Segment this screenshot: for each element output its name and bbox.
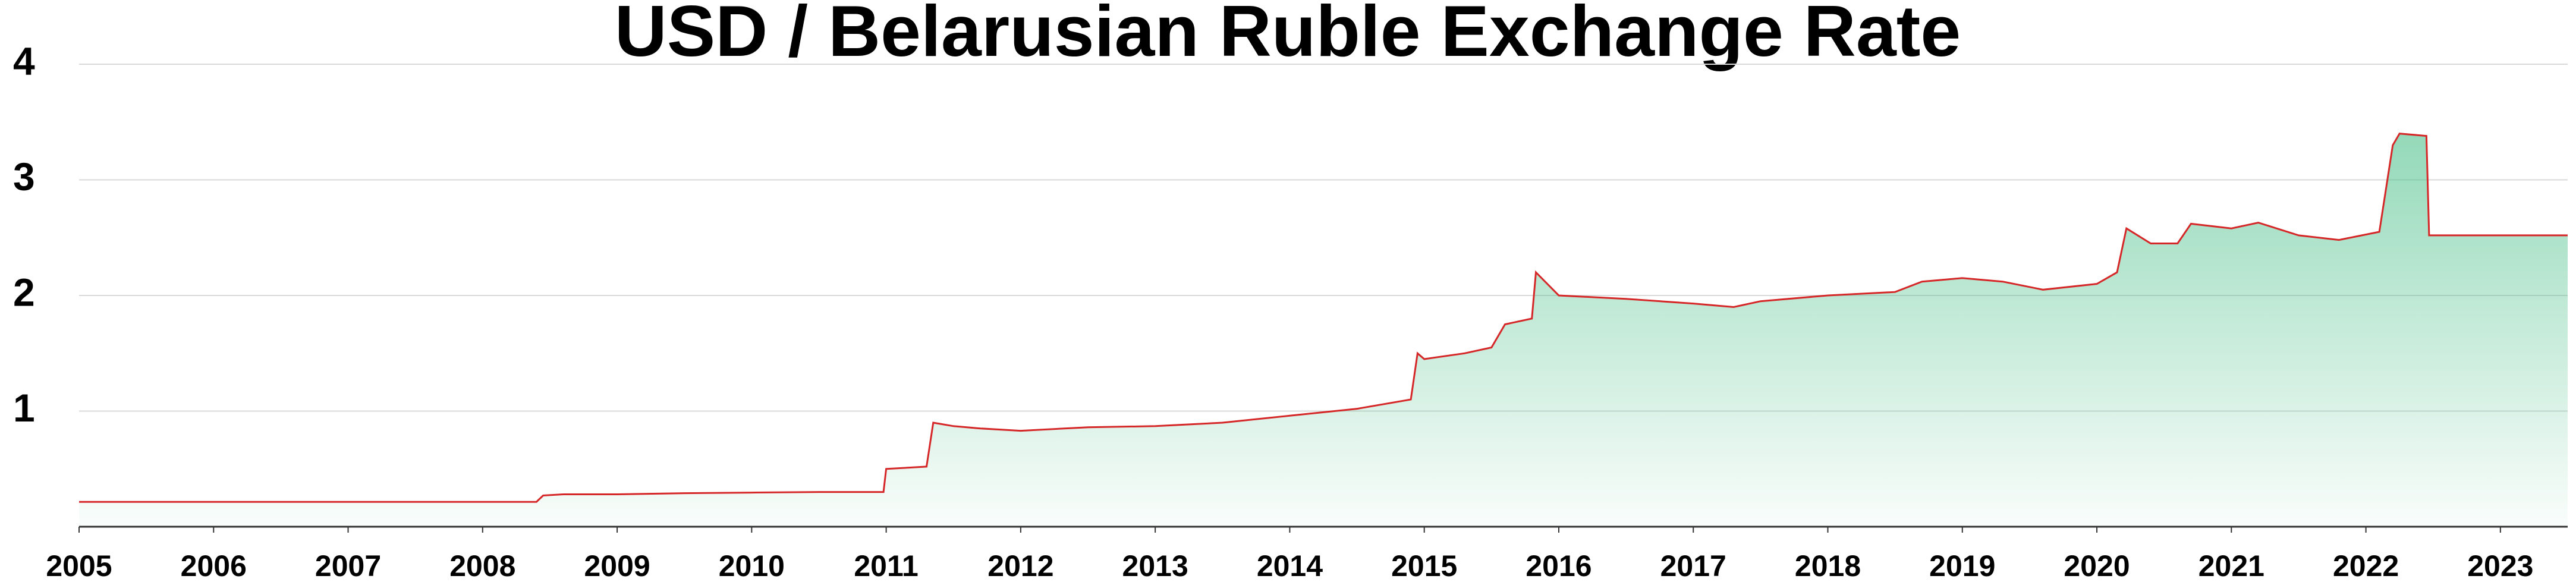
x-tick-label: 2015: [1391, 549, 1457, 582]
x-tick-label: 2019: [1929, 549, 1995, 582]
x-tick-label: 2018: [1795, 549, 1861, 582]
y-tick-label: 1: [13, 386, 35, 430]
area: [79, 133, 2568, 527]
x-tick-label: 2011: [854, 549, 918, 582]
y-tick-label: 2: [13, 270, 35, 314]
line: [79, 133, 2568, 503]
x-tick-label: 2008: [449, 549, 515, 582]
x-tick-label: 2016: [1526, 549, 1591, 582]
x-tick-label: 2021: [2198, 549, 2264, 582]
x-tick-label: 2022: [2333, 549, 2399, 582]
x-tick-label: 2017: [1660, 549, 1726, 582]
x-tick-label: 2012: [987, 549, 1053, 582]
x-tick-label: 2007: [315, 549, 381, 582]
x-tick-label: 2013: [1122, 549, 1188, 582]
x-tick-label: 2010: [719, 549, 785, 582]
x-tick-label: 2020: [2064, 549, 2130, 582]
x-tick-label: 2014: [1257, 549, 1323, 582]
x-tick-label: 2023: [2467, 549, 2533, 582]
x-tick-label: 2005: [46, 549, 112, 582]
y-tick-label: 3: [13, 155, 35, 199]
chart-title: USD / Belarusian Ruble Exchange Rate: [615, 0, 1961, 71]
y-tick-label: 4: [13, 39, 35, 83]
x-tick-label: 2009: [584, 549, 650, 582]
x-tick-label: 2006: [181, 549, 247, 582]
